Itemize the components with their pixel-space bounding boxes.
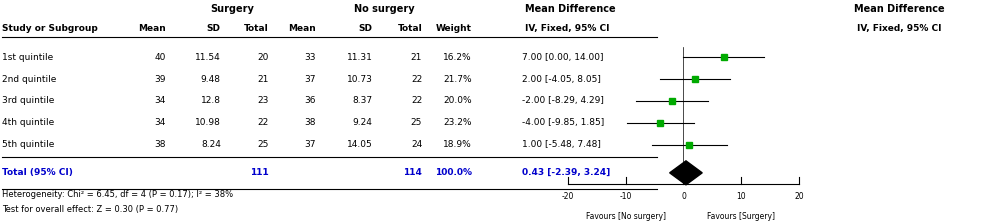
Text: Surgery: Surgery — [210, 4, 254, 14]
Polygon shape — [670, 161, 702, 185]
Text: 37: 37 — [304, 140, 316, 149]
Text: Total (95% CI): Total (95% CI) — [2, 168, 73, 177]
Text: 10: 10 — [737, 192, 746, 201]
Text: IV, Fixed, 95% CI: IV, Fixed, 95% CI — [857, 24, 941, 33]
Text: 34: 34 — [155, 118, 166, 127]
Text: Total: Total — [397, 24, 422, 33]
Text: 21.7%: 21.7% — [443, 75, 472, 84]
Text: 100.0%: 100.0% — [435, 168, 472, 177]
Text: Total: Total — [244, 24, 269, 33]
Text: 22: 22 — [411, 75, 422, 84]
Text: 5th quintile: 5th quintile — [2, 140, 55, 149]
Text: 22: 22 — [257, 118, 269, 127]
Text: 40: 40 — [155, 53, 166, 62]
Text: -4.00 [-9.85, 1.85]: -4.00 [-9.85, 1.85] — [522, 118, 604, 127]
Text: Test for overall effect: Z = 0.30 (P = 0.77): Test for overall effect: Z = 0.30 (P = 0… — [2, 205, 179, 214]
Text: 23: 23 — [257, 97, 269, 106]
Text: 4th quintile: 4th quintile — [2, 118, 55, 127]
Text: 10.98: 10.98 — [195, 118, 221, 127]
Text: 20.0%: 20.0% — [443, 97, 472, 106]
Text: 16.2%: 16.2% — [443, 53, 472, 62]
Text: 12.8: 12.8 — [201, 97, 221, 106]
Text: 18.9%: 18.9% — [443, 140, 472, 149]
Text: Study or Subgroup: Study or Subgroup — [2, 24, 98, 33]
Text: 7.00 [0.00, 14.00]: 7.00 [0.00, 14.00] — [522, 53, 603, 62]
Text: 9.48: 9.48 — [201, 75, 221, 84]
Text: SD: SD — [358, 24, 372, 33]
Text: 3rd quintile: 3rd quintile — [2, 97, 55, 106]
Text: 37: 37 — [304, 75, 316, 84]
Text: 8.37: 8.37 — [352, 97, 372, 106]
Text: Weight: Weight — [436, 24, 472, 33]
Text: 24: 24 — [411, 140, 422, 149]
Text: Mean Difference: Mean Difference — [525, 4, 616, 14]
Text: 38: 38 — [154, 140, 166, 149]
Text: 114: 114 — [403, 168, 422, 177]
Text: 38: 38 — [304, 118, 316, 127]
Text: 0: 0 — [681, 192, 686, 201]
Text: -10: -10 — [619, 192, 632, 201]
Text: 39: 39 — [154, 75, 166, 84]
Text: IV, Fixed, 95% CI: IV, Fixed, 95% CI — [525, 24, 609, 33]
Text: 0.43 [-2.39, 3.24]: 0.43 [-2.39, 3.24] — [522, 168, 610, 177]
Text: 21: 21 — [257, 75, 269, 84]
Text: 14.05: 14.05 — [347, 140, 372, 149]
Text: 2nd quintile: 2nd quintile — [2, 75, 57, 84]
Text: 23.2%: 23.2% — [444, 118, 472, 127]
Text: 36: 36 — [304, 97, 316, 106]
Text: 11.31: 11.31 — [346, 53, 372, 62]
Text: Favours [No surgery]: Favours [No surgery] — [586, 212, 666, 221]
Text: Mean: Mean — [288, 24, 316, 33]
Text: 10.73: 10.73 — [346, 75, 372, 84]
Text: 8.24: 8.24 — [201, 140, 221, 149]
Text: Mean: Mean — [138, 24, 166, 33]
Text: 33: 33 — [304, 53, 316, 62]
Text: 1st quintile: 1st quintile — [2, 53, 54, 62]
Text: 20: 20 — [794, 192, 804, 201]
Text: 1.00 [-5.48, 7.48]: 1.00 [-5.48, 7.48] — [522, 140, 601, 149]
Text: Favours [Surgery]: Favours [Surgery] — [707, 212, 775, 221]
Text: 11.54: 11.54 — [195, 53, 221, 62]
Text: SD: SD — [207, 24, 221, 33]
Text: Mean Difference: Mean Difference — [854, 4, 944, 14]
Text: 9.24: 9.24 — [352, 118, 372, 127]
Text: 34: 34 — [155, 97, 166, 106]
Text: 20: 20 — [257, 53, 269, 62]
Text: Heterogeneity: Chi² = 6.45, df = 4 (P = 0.17); I² = 38%: Heterogeneity: Chi² = 6.45, df = 4 (P = … — [2, 190, 234, 199]
Text: 111: 111 — [250, 168, 269, 177]
Text: 2.00 [-4.05, 8.05]: 2.00 [-4.05, 8.05] — [522, 75, 601, 84]
Text: -2.00 [-8.29, 4.29]: -2.00 [-8.29, 4.29] — [522, 97, 604, 106]
Text: 25: 25 — [257, 140, 269, 149]
Text: 22: 22 — [411, 97, 422, 106]
Text: 25: 25 — [411, 118, 422, 127]
Text: 21: 21 — [411, 53, 422, 62]
Text: -20: -20 — [562, 192, 574, 201]
Text: No surgery: No surgery — [354, 4, 414, 14]
